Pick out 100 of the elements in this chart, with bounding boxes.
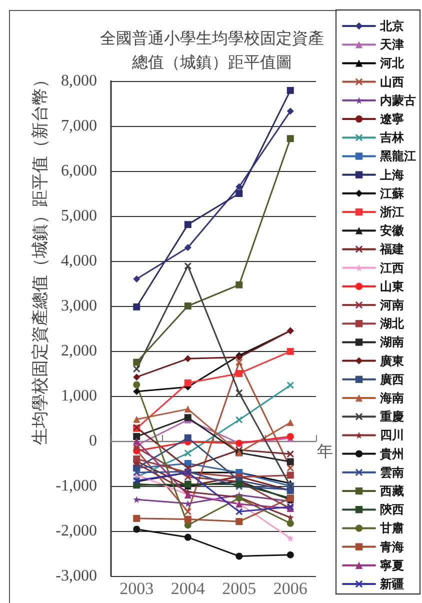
y-tick-label: 8,000 <box>61 72 97 90</box>
point <box>184 302 192 310</box>
legend-label: 陝西 <box>380 502 404 517</box>
legend-label: 福建 <box>379 242 404 256</box>
point <box>133 366 140 372</box>
legend-label: 西藏 <box>379 484 404 498</box>
point <box>286 382 294 389</box>
point <box>286 419 294 426</box>
legend-label: 北京 <box>379 19 404 33</box>
legend-label: 黑龍江 <box>379 149 416 164</box>
y-tick-label: 3,000 <box>61 298 97 314</box>
x-tick-label: 2006 <box>273 579 308 598</box>
legend-label: 海南 <box>379 391 404 405</box>
point <box>133 514 140 522</box>
point <box>133 276 140 282</box>
y-tick-label: -1,000 <box>56 478 97 494</box>
y-tick-label: -3,000 <box>56 568 97 584</box>
legend-label: 江西 <box>379 260 404 275</box>
y-tick-label: 6,000 <box>61 162 97 180</box>
legend-label: 廣東 <box>379 354 405 368</box>
y-tick-label: 5,000 <box>61 208 97 224</box>
point <box>236 190 243 197</box>
point <box>133 460 140 467</box>
legend-label: 廣西 <box>379 372 404 386</box>
x-axis-title: 年 <box>317 444 333 460</box>
chart-title: 全國普通小學生均學校固定資產總值（城鎮）距平值圖 <box>100 30 324 72</box>
legend-label: 遼寧 <box>379 112 404 126</box>
point <box>286 458 294 466</box>
point <box>286 514 294 521</box>
point <box>184 534 192 541</box>
legend-label: 吉林 <box>379 130 405 145</box>
point <box>184 221 192 228</box>
legend-label: 湖南 <box>379 335 404 350</box>
point <box>133 526 140 533</box>
legend-label: 新疆 <box>379 577 404 591</box>
y-tick-label: 4,000 <box>61 252 97 270</box>
point <box>236 183 243 190</box>
point <box>184 406 192 413</box>
y-tick-label: 2,000 <box>61 342 97 360</box>
point <box>236 416 243 424</box>
point <box>133 358 140 366</box>
point <box>236 370 243 377</box>
legend-label: 山西 <box>380 74 404 89</box>
point <box>286 551 294 558</box>
point <box>236 518 243 526</box>
point <box>184 508 192 516</box>
y-tick-label: -2,000 <box>56 522 97 540</box>
point <box>184 450 192 457</box>
point <box>133 416 140 423</box>
legend-label: 浙江 <box>379 205 404 219</box>
point <box>286 472 294 479</box>
point <box>133 374 140 381</box>
y-tick-label: 0 <box>89 432 97 450</box>
point <box>286 450 294 458</box>
y-axis-title: 生均學校固定資產總值（城鎮）距平值（新台幣） <box>30 71 50 445</box>
legend-label: 寧夏 <box>379 558 404 572</box>
point <box>133 469 140 476</box>
legend-label: 貴州 <box>379 446 404 461</box>
point <box>286 108 294 115</box>
legend-label: 甘肅 <box>379 521 404 536</box>
point <box>286 464 294 472</box>
point <box>286 534 294 542</box>
legend-label: 江蘇 <box>379 186 405 200</box>
point <box>286 348 294 355</box>
point <box>184 355 192 362</box>
point <box>133 444 140 452</box>
point <box>286 520 294 527</box>
point <box>133 303 140 310</box>
point <box>236 281 243 288</box>
x-tick-label: 2004 <box>170 579 206 598</box>
legend-label: 内蒙古 <box>380 93 416 108</box>
point <box>184 500 192 508</box>
point <box>133 433 140 440</box>
legend-label: 雲南 <box>380 465 404 480</box>
point <box>236 508 243 516</box>
legend-label: 河北 <box>379 56 405 70</box>
legend-label: 天津 <box>379 38 404 52</box>
point <box>133 496 140 503</box>
point <box>286 135 294 142</box>
y-tick-label: 7,000 <box>61 118 97 134</box>
point <box>133 438 140 444</box>
legend-label: 湖北 <box>379 316 405 331</box>
point <box>184 262 192 270</box>
legend-label: 上海 <box>379 168 404 182</box>
point <box>236 389 243 396</box>
legend-label: 河南 <box>379 298 404 312</box>
x-tick-label: 2005 <box>222 579 256 598</box>
point <box>133 381 140 388</box>
point <box>133 388 140 395</box>
legend-label: 山東 <box>380 279 405 294</box>
point <box>184 516 192 523</box>
legend-label: 安徽 <box>380 224 405 238</box>
legend-label: 四川 <box>380 428 404 442</box>
point <box>133 456 140 462</box>
y-tick-label: 1,000 <box>61 388 97 404</box>
point <box>286 86 294 94</box>
point <box>184 244 192 251</box>
point <box>184 434 192 442</box>
legend-label: 青海 <box>379 540 404 554</box>
point <box>236 358 243 366</box>
